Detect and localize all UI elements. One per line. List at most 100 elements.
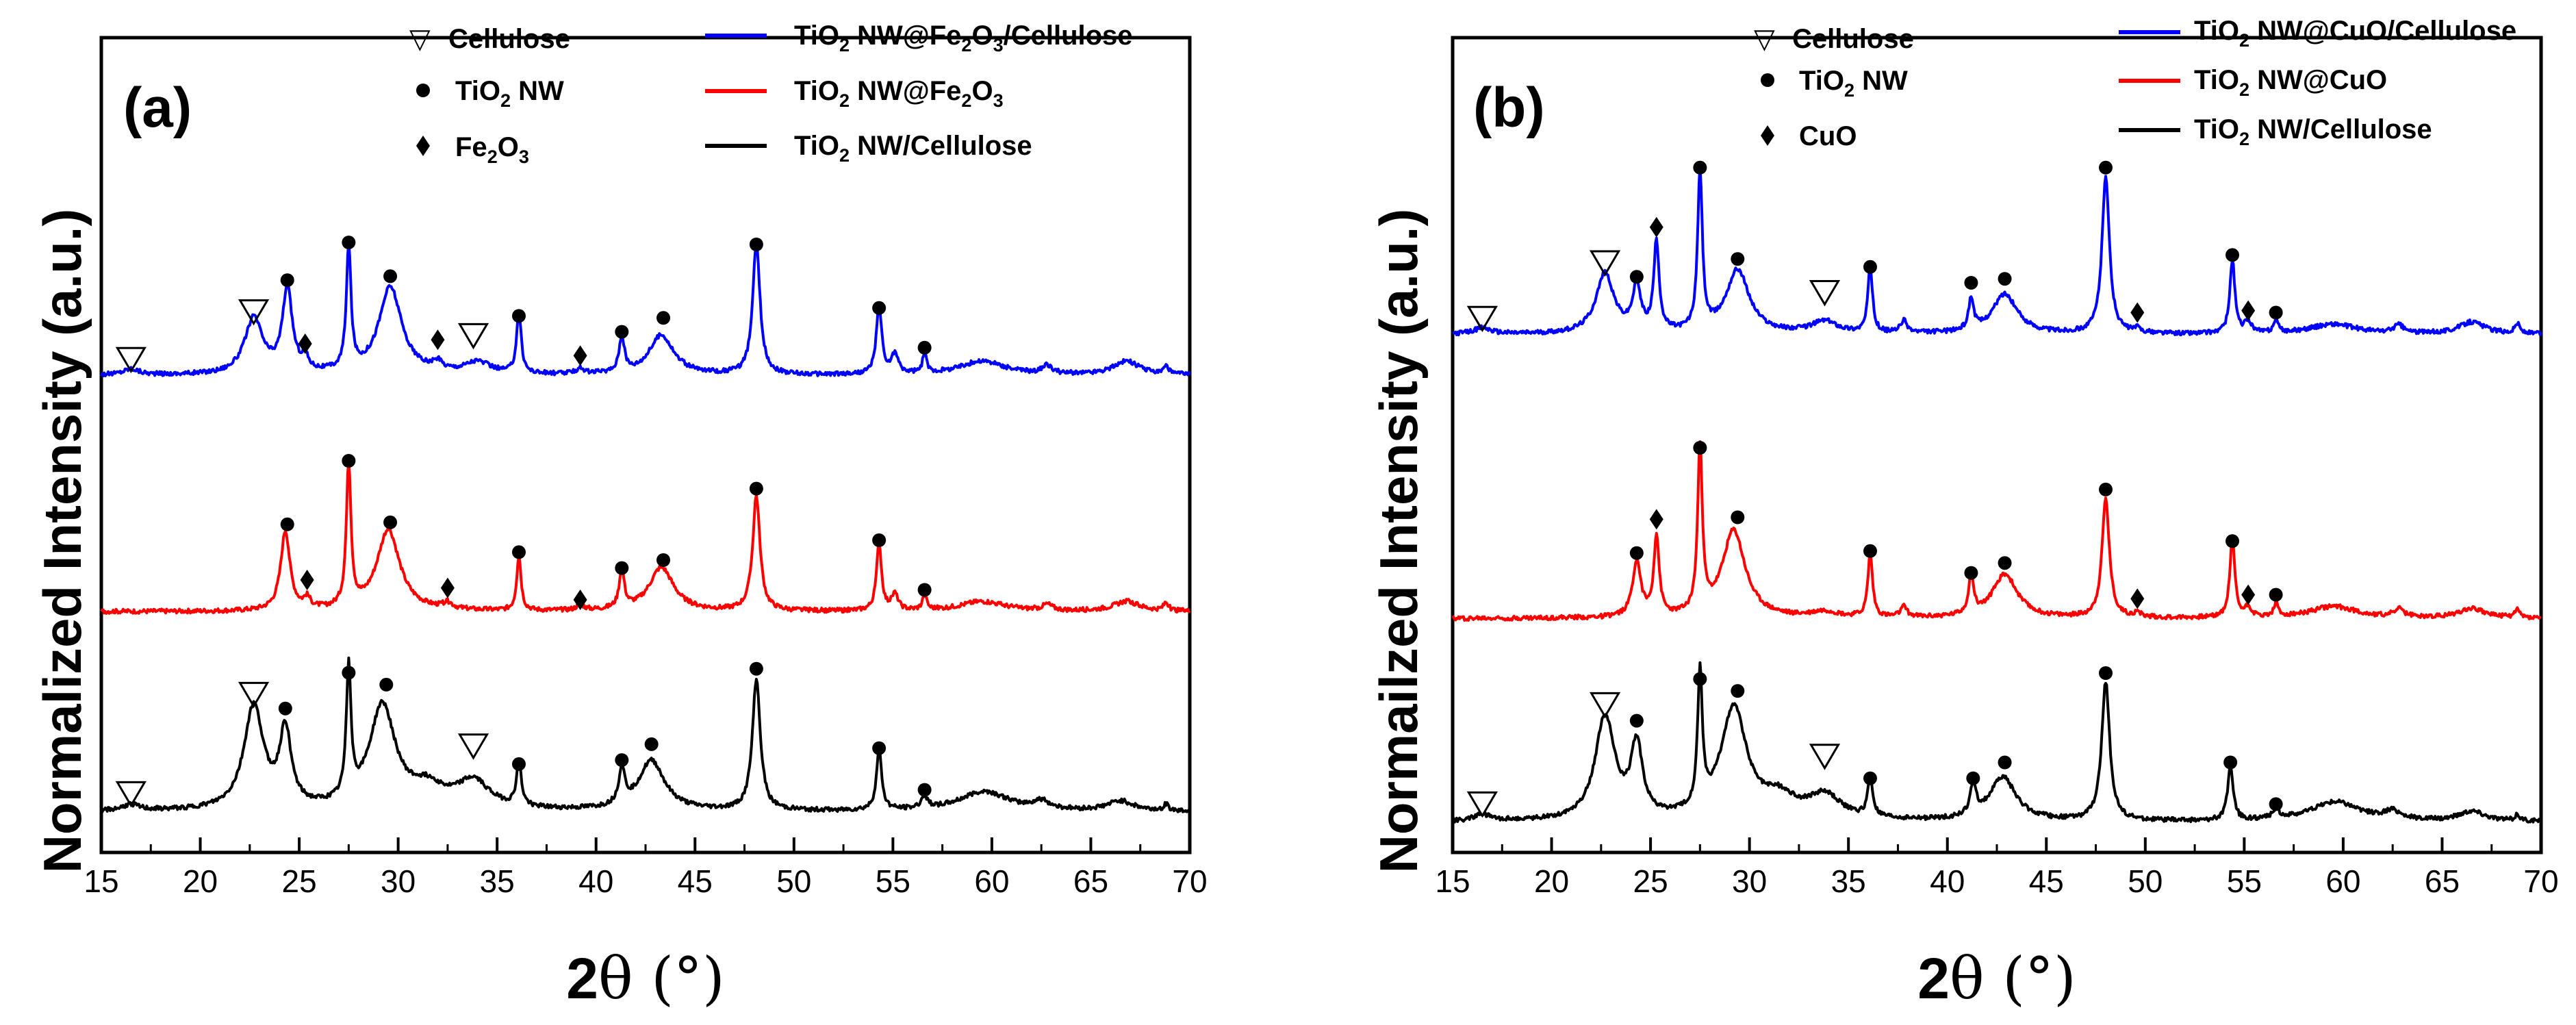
- x-tick-label: 65: [1073, 863, 1108, 899]
- plot-frame-b: [1451, 36, 2543, 855]
- tio2-peak-marker: [917, 783, 932, 797]
- oxide-peak-marker: [573, 590, 587, 610]
- x-tick-label: 45: [2029, 863, 2064, 899]
- legend-series-a-2: TiO2 NW/Cellulose: [705, 131, 1032, 166]
- dot-icon: [1761, 73, 1774, 87]
- tio2-peak-marker: [1964, 276, 1978, 290]
- oxide-peak-marker: [298, 333, 312, 354]
- cellulose-peak-marker: [238, 299, 270, 326]
- tio2-peak-marker: [1731, 684, 1745, 698]
- tio2-peak-marker: [383, 269, 398, 283]
- legend-label: TiO2 NW@Fe2O3: [794, 76, 1004, 111]
- legend-label: TiO2 NW@CuO: [2194, 65, 2387, 100]
- tio2-peak-marker: [2099, 666, 2113, 680]
- legend-label: TiO2 NW@CuO/Cellulose: [2194, 16, 2516, 51]
- x-tick-label: 45: [678, 863, 713, 899]
- tio2-peak-marker: [379, 677, 394, 692]
- cellulose-peak-marker: [1466, 305, 1498, 333]
- oxide-peak-marker: [2241, 584, 2256, 605]
- tio2-peak-marker: [511, 757, 526, 771]
- tio2-peak-marker: [615, 753, 629, 768]
- panel-label-b: (b): [1473, 77, 1545, 139]
- series-group-a: [100, 239, 1191, 813]
- tio2-peak-marker: [2223, 755, 2238, 770]
- legend-label: TiO2 NW: [1799, 66, 1908, 101]
- x-tick-label: 55: [876, 863, 910, 899]
- series-line-tio2-nw-cuo: [1451, 440, 2542, 622]
- tio2-peak-marker: [656, 311, 671, 325]
- tio2-peak-marker: [917, 340, 932, 355]
- triangle-icon: ▽: [1754, 23, 1775, 55]
- x-tick-label: 70: [1172, 863, 1207, 899]
- legend-cuo-b: CuO: [1761, 121, 1857, 151]
- series-legend-a: TiO2 NW@Fe2O3/Cellulose TiO2 NW@Fe2O3 Ti…: [705, 21, 1133, 166]
- cellulose-peak-marker: [1589, 692, 1621, 719]
- tio2-peak-marker: [2226, 534, 2240, 548]
- tio2-peak-marker: [2099, 482, 2113, 496]
- legend-label: CuO: [1799, 121, 1857, 151]
- tio2-peak-marker: [1966, 771, 1980, 785]
- tio2-peak-marker: [615, 561, 629, 575]
- x-tick-label: 20: [183, 863, 218, 899]
- series-line-tio2-nw-fe2o3: [100, 459, 1191, 615]
- cellulose-peak-marker: [115, 781, 146, 808]
- x-ticks-b: 15 20 25 30 35 40 45 50 55 60 65 70: [1435, 837, 2559, 899]
- tio2-peak-marker: [872, 533, 887, 547]
- oxide-peak-marker: [2130, 588, 2145, 609]
- legend-label: TiO2 NW/Cellulose: [794, 131, 1032, 166]
- tio2-peak-marker: [342, 236, 356, 250]
- x-tick-label: 50: [2128, 863, 2163, 899]
- cellulose-peak-marker: [457, 322, 489, 350]
- peak-markers-b: [1466, 160, 2283, 818]
- oxide-peak-marker: [1649, 509, 1663, 530]
- cellulose-peak-marker: [457, 733, 489, 760]
- tio2-peak-marker: [280, 273, 294, 288]
- tio2-peak-marker: [749, 481, 763, 496]
- tio2-peak-marker: [749, 661, 763, 676]
- cellulose-peak-marker: [115, 346, 146, 374]
- oxide-peak-marker: [2130, 302, 2145, 323]
- oxide-peak-marker: [2241, 300, 2256, 321]
- x-tick-label: 15: [1435, 863, 1470, 899]
- tio2-peak-marker: [280, 517, 294, 531]
- tio2-peak-marker: [917, 583, 932, 597]
- tio2-peak-marker: [1998, 272, 2012, 286]
- tio2-peak-marker: [1863, 260, 1877, 274]
- tio2-peak-marker: [1731, 252, 1745, 266]
- legend-fe2o3-a: Fe2O3: [416, 132, 529, 167]
- tio2-peak-marker: [342, 454, 356, 468]
- x-tick-label: 35: [1831, 863, 1866, 899]
- cellulose-peak-marker: [1809, 744, 1841, 770]
- tio2-peak-marker: [872, 301, 887, 315]
- tio2-peak-marker: [1629, 546, 1644, 560]
- tio2-peak-marker: [1863, 544, 1877, 558]
- tio2-peak-marker: [2099, 160, 2113, 175]
- tio2-peak-marker: [2269, 797, 2283, 811]
- x-tick-label: 20: [1534, 863, 1569, 899]
- legend-tio2-a: TiO2 NW: [416, 76, 564, 111]
- x-tick-label: 15: [84, 863, 118, 899]
- x-tick-label: 25: [282, 863, 317, 899]
- series-legend-b: TiO2 NW@CuO/Cellulose TiO2 NW@CuO TiO2 N…: [2119, 16, 2516, 149]
- legend-series-a-1: TiO2 NW@Fe2O3: [705, 76, 1004, 111]
- cellulose-peak-marker: [1809, 280, 1841, 307]
- series-line-tio2-nw-fe2o3-cellulose: [100, 239, 1191, 378]
- tio2-peak-marker: [383, 515, 398, 529]
- x-tick-label: 40: [1930, 863, 1965, 899]
- x-tick-label: 35: [480, 863, 515, 899]
- x-tick-label: 30: [381, 863, 416, 899]
- tio2-peak-marker: [1693, 160, 1707, 175]
- x-tick-label: 50: [776, 863, 811, 899]
- legend-series-a-0: TiO2 NW@Fe2O3/Cellulose: [705, 21, 1133, 55]
- legend-series-b-0: TiO2 NW@CuO/Cellulose: [2119, 16, 2516, 51]
- legend-cellulose-b: ▽ Cellulose: [1754, 23, 1914, 55]
- tio2-peak-marker: [1998, 556, 2012, 570]
- series-line-tio2-nw-cuo-cellulose: [1452, 163, 2542, 337]
- legend-series-b-2: TiO2 NW/Cellulose: [2119, 114, 2432, 149]
- legend-label: TiO2 NW/Cellulose: [2194, 114, 2432, 149]
- marker-legend-b: ▽ Cellulose TiO2 NW CuO: [1754, 23, 1914, 151]
- diamond-icon: [1761, 125, 1774, 146]
- diamond-icon: [416, 136, 430, 156]
- tio2-peak-marker: [749, 238, 763, 251]
